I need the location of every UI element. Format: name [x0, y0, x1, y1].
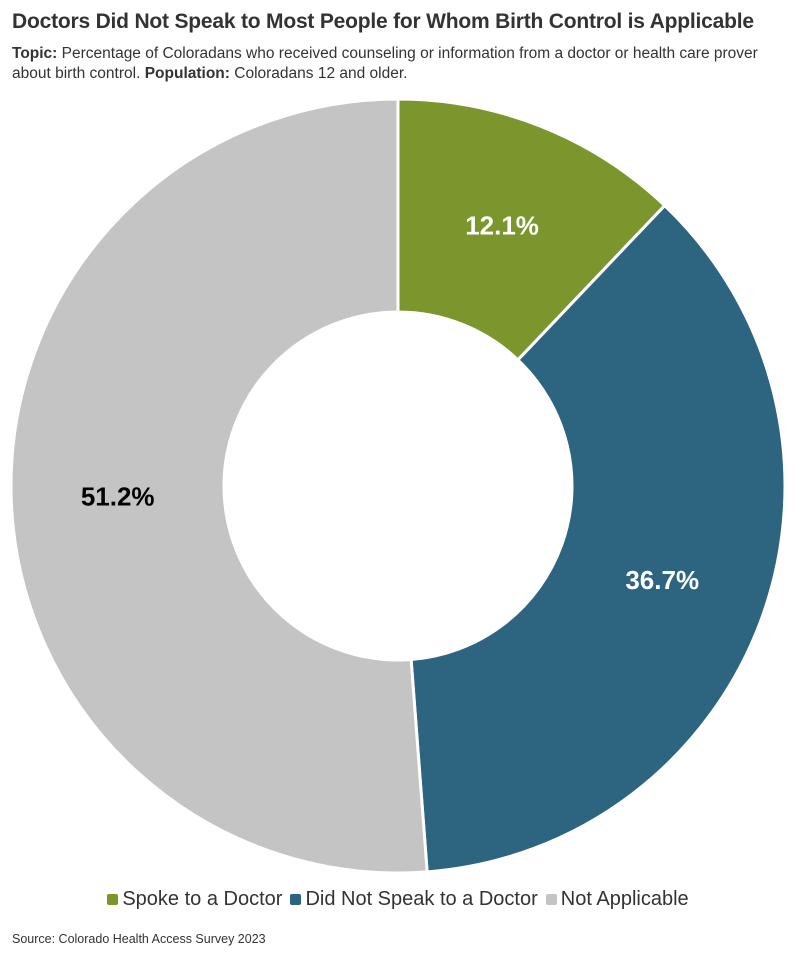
donut-chart: 12.1% 36.7% 51.2%: [9, 97, 787, 875]
donut-slice-spoke[interactable]: [396, 97, 667, 363]
slice-label-did-not-speak: 36.7%: [625, 565, 699, 595]
donut-slices: [9, 97, 787, 875]
slice-label-spoke: 12.1%: [465, 211, 539, 241]
topic-label: Topic:: [12, 45, 58, 62]
donut-slice-not-applicable[interactable]: [9, 97, 429, 875]
legend-item-did-not-speak[interactable]: Did Not Speak to a Doctor: [290, 888, 538, 911]
donut-labels: 12.1% 36.7% 51.2%: [81, 211, 699, 596]
topic-text: Percentage of Coloradans who received co…: [12, 45, 758, 82]
donut-slice-did-not-speak[interactable]: [409, 203, 787, 874]
legend-item-spoke[interactable]: Spoke to a Doctor: [107, 888, 282, 911]
population-text: Coloradans 12 and older.: [229, 65, 408, 82]
legend-swatch-did-not-speak: [290, 894, 302, 905]
slice-label-not-applicable: 51.2%: [81, 482, 155, 512]
chart-title: Doctors Did Not Speak to Most People for…: [12, 10, 754, 33]
chart-subtitle: Topic: Percentage of Coloradans who rece…: [12, 44, 782, 84]
legend-item-not-applicable[interactable]: Not Applicable: [545, 888, 689, 911]
chart-legend: Spoke to a Doctor Did Not Speak to a Doc…: [0, 888, 796, 911]
legend-swatch-spoke: [107, 894, 119, 905]
legend-label-not-applicable: Not Applicable: [560, 888, 689, 910]
legend-label-spoke: Spoke to a Doctor: [122, 888, 283, 910]
source-note: Source: Colorado Health Access Survey 20…: [12, 932, 266, 946]
legend-swatch-not-applicable: [545, 894, 557, 905]
population-label: Population:: [144, 65, 230, 82]
legend-label-did-not-speak: Did Not Speak to a Doctor: [305, 888, 538, 910]
